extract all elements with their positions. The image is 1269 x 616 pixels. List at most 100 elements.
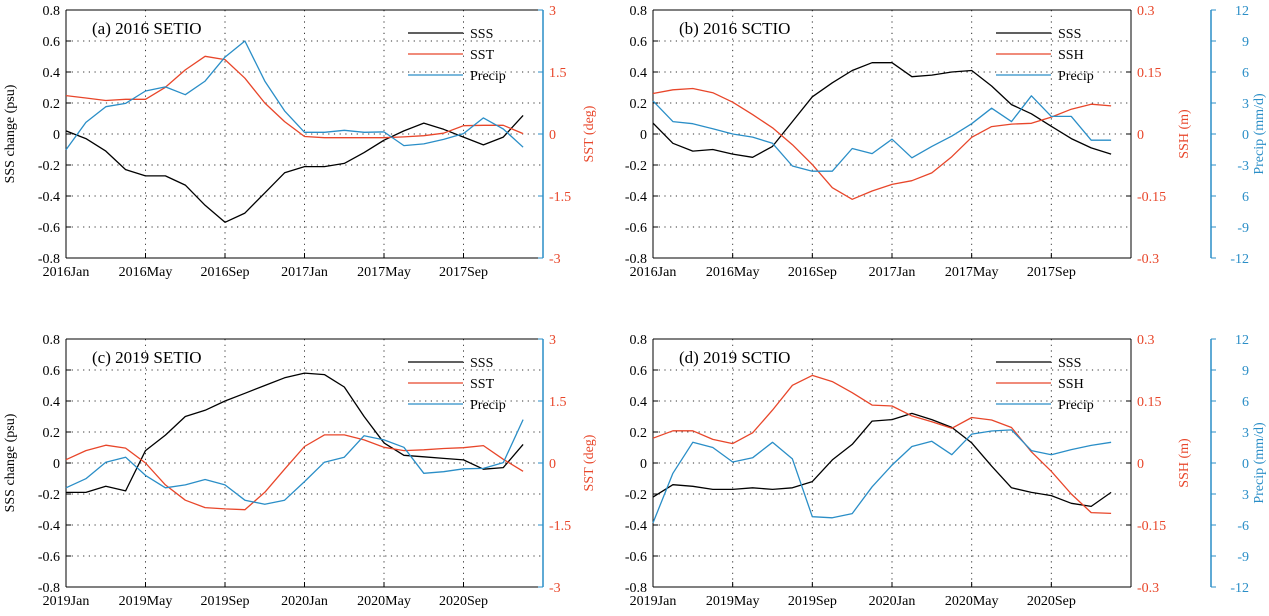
y-tick-label-mid: -0.15	[1137, 190, 1166, 205]
x-tick-label: 2016Jan	[630, 265, 677, 280]
y-tick-label-right: 3	[549, 4, 556, 19]
legend-label-precip: Precip	[1058, 69, 1094, 84]
x-tick-label: 2020Sep	[1027, 594, 1076, 609]
x-tick-label: 2017May	[357, 265, 411, 280]
y-tick-label-right: 12	[1235, 4, 1249, 19]
y-tick-label-left: 0.4	[630, 66, 648, 81]
x-tick-label: 2019May	[706, 594, 760, 609]
y-tick-label-left: -0.2	[625, 159, 647, 174]
y-tick-label-right: -3	[549, 581, 561, 596]
y-tick-label-mid: -0.3	[1137, 252, 1159, 267]
legend-label-sst: SST	[470, 48, 495, 63]
y-tick-label-mid: -0.3	[1137, 581, 1159, 596]
y-axis-mid-title: SSH (m)	[1177, 438, 1192, 488]
y-tick-label-right: 1.5	[549, 395, 567, 410]
y-tick-label-right: 6	[1242, 190, 1249, 205]
y-tick-label-left: 0	[640, 128, 647, 143]
x-tick-label: 2016Sep	[788, 265, 837, 280]
y-tick-label-right: -6	[1237, 519, 1249, 534]
y-tick-label-left: 0.6	[630, 35, 648, 50]
panel-title: (b) 2016 SCTIO	[679, 19, 790, 38]
y-tick-label-left: -0.2	[38, 488, 60, 503]
legend-label-sss: SSS	[1058, 356, 1081, 371]
y-tick-label-right: 3	[1242, 426, 1249, 441]
y-tick-label-left: 0.6	[43, 364, 61, 379]
legend-label-precip: Precip	[1058, 398, 1094, 413]
x-tick-label: 2016Jan	[43, 265, 90, 280]
series-line-sss	[652, 62, 1112, 158]
y-tick-label-left: 0.8	[630, 333, 648, 348]
y-tick-label-right: 0	[1242, 128, 1249, 143]
y-tick-label-right: -3	[549, 252, 561, 267]
y-tick-label-right: -12	[1230, 252, 1249, 267]
legend-label-sst: SST	[470, 377, 495, 392]
legend-label-ssh: SSH	[1058, 48, 1084, 63]
y-tick-label-left: -0.8	[625, 581, 647, 596]
y-tick-label-left: 0.8	[43, 4, 61, 19]
series-line-sss	[65, 114, 524, 223]
y-tick-label-left: 0.4	[43, 66, 61, 81]
series-line-precip	[652, 95, 1112, 172]
y-tick-label-left: 0	[640, 457, 647, 472]
series-line-precip	[65, 419, 524, 505]
y-tick-label-right: -9	[1237, 550, 1249, 565]
y-tick-label-right: -1.5	[549, 190, 571, 205]
y-tick-label-right: -3	[1237, 159, 1249, 174]
y-tick-label-left: -0.2	[625, 488, 647, 503]
y-tick-label-mid: 0.3	[1137, 4, 1155, 19]
y-tick-label-left: 0.6	[43, 35, 61, 50]
y-tick-label-right: 9	[1242, 35, 1249, 50]
y-tick-label-right: 12	[1235, 333, 1249, 348]
y-tick-label-right: -1.5	[549, 519, 571, 534]
y-tick-label-left: -0.4	[625, 190, 647, 205]
y-tick-label-left: 0.4	[630, 395, 648, 410]
legend-label-ssh: SSH	[1058, 377, 1084, 392]
y-tick-label-left: -0.8	[38, 581, 60, 596]
y-tick-label-mid: 0	[1137, 457, 1144, 472]
series-line-ssh	[652, 87, 1112, 200]
y-tick-label-mid: 0.15	[1137, 395, 1162, 410]
x-tick-label: 2020Jan	[281, 594, 328, 609]
y-tick-label-left: 0	[53, 457, 60, 472]
x-tick-label: 2020May	[357, 594, 411, 609]
y-tick-label-left: 0.2	[630, 97, 648, 112]
y-tick-label-left: -0.2	[38, 159, 60, 174]
y-tick-label-right: 1.5	[549, 66, 567, 81]
panel-title: (a) 2016 SETIO	[92, 19, 202, 38]
series-line-precip	[65, 40, 524, 151]
y-tick-label-left: 0.4	[43, 395, 61, 410]
series-line-ssh	[652, 374, 1112, 515]
y-tick-label-mid: -0.15	[1137, 519, 1166, 534]
panel-title: (c) 2019 SETIO	[92, 348, 202, 367]
y-tick-label-left: -0.6	[625, 221, 647, 236]
y-tick-label-right: 0	[549, 128, 556, 143]
y-tick-label-left: 0	[53, 128, 60, 143]
y-tick-label-right: 0	[549, 457, 556, 472]
y-tick-label-left: -0.8	[625, 252, 647, 267]
legend-label-sss: SSS	[1058, 27, 1081, 42]
y-axis-left-title: SSS change (psu)	[3, 84, 18, 183]
legend-label-precip: Precip	[470, 69, 506, 84]
x-tick-label: 2016May	[706, 265, 760, 280]
y-tick-label-left: -0.6	[38, 550, 60, 565]
x-tick-label: 2017Sep	[439, 265, 488, 280]
x-tick-label: 2016Sep	[201, 265, 250, 280]
y-tick-label-right: -12	[1230, 581, 1249, 596]
y-tick-label-left: -0.6	[625, 550, 647, 565]
y-axis-right-title: SST (deg)	[582, 105, 597, 162]
x-tick-label: 2020May	[945, 594, 999, 609]
legend-label-sss: SSS	[470, 356, 493, 371]
x-tick-label: 2019May	[119, 594, 173, 609]
y-tick-label-left: 0.2	[630, 426, 648, 441]
series-line-sss	[652, 412, 1112, 508]
y-tick-label-left: -0.4	[38, 519, 60, 534]
y-tick-label-left: -0.8	[38, 252, 60, 267]
series-line-sst	[65, 55, 524, 139]
x-tick-label: 2020Sep	[439, 594, 488, 609]
y-tick-label-mid: 0.3	[1137, 333, 1155, 348]
